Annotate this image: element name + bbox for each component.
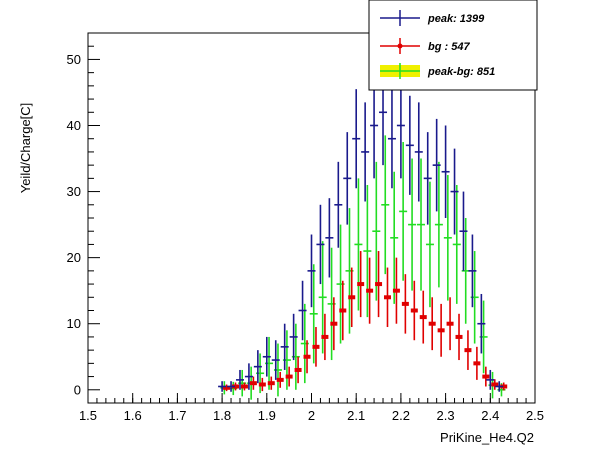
data-point <box>428 321 436 326</box>
legend-label-peak: peak: 1399 <box>427 13 485 25</box>
data-point <box>321 334 329 339</box>
y-tick-label: 30 <box>67 184 81 199</box>
data-point <box>500 384 508 389</box>
data-point <box>375 282 383 287</box>
legend-swatch-bg-dot <box>397 43 403 49</box>
x-tick-label: 2.2 <box>392 408 410 423</box>
series-layer <box>218 59 508 400</box>
data-point <box>366 288 374 293</box>
x-axis-label: PriKine_He4.Q2 <box>440 430 534 445</box>
data-point <box>464 348 472 353</box>
data-point <box>285 374 293 379</box>
data-point <box>232 384 240 389</box>
data-point <box>276 377 284 382</box>
legend-entry-bg: bg : 547 <box>380 38 470 54</box>
data-point <box>303 354 311 359</box>
data-point <box>357 282 365 287</box>
y-tick-label: 0 <box>74 382 81 397</box>
x-tick-label: 1.5 <box>79 408 97 423</box>
data-point <box>410 308 418 313</box>
data-point <box>491 382 499 387</box>
x-tick-label: 2.4 <box>481 408 499 423</box>
data-point <box>294 367 302 372</box>
data-point <box>455 334 463 339</box>
x-tick-label: 1.6 <box>124 408 142 423</box>
data-point <box>419 315 427 320</box>
data-point <box>223 385 231 390</box>
data-point <box>267 381 275 386</box>
x-tick-label: 1.8 <box>213 408 231 423</box>
x-tick-label: 2.3 <box>437 408 455 423</box>
data-point <box>383 295 391 300</box>
data-point <box>312 344 320 349</box>
data-point <box>240 384 248 389</box>
x-tick-label: 2 <box>308 408 315 423</box>
legend-label-bg: bg : 547 <box>428 41 470 53</box>
x-tick-label: 1.9 <box>258 408 276 423</box>
y-tick-label: 50 <box>67 52 81 67</box>
data-point <box>348 295 356 300</box>
x-tick-label: 2.1 <box>347 408 365 423</box>
axis-layer: 1.5 1.6 1.7 1.8 1.9 2 2.1 2.2 2.3 2.4 2.5 0 10 20 30 40… <box>67 32 544 423</box>
x-tick-label: 2.5 <box>526 408 544 423</box>
y-tick-label: 40 <box>67 118 81 133</box>
data-point <box>339 308 347 313</box>
y-tick-label: 20 <box>67 250 81 265</box>
data-point <box>392 288 400 293</box>
y-axis-label: Yeild/Charge[C] <box>18 103 33 194</box>
data-point <box>401 301 409 306</box>
legend-entry-peak: peak: 1399 <box>380 10 485 26</box>
x-tick-label: 1.7 <box>168 408 186 423</box>
data-point <box>330 321 338 326</box>
data-point <box>249 381 257 386</box>
data-point <box>482 374 490 379</box>
legend-label-peak-bg: peak-bg: 851 <box>427 66 495 78</box>
legend: peak: 1399 bg : 547 peak-bg: 851 <box>368 0 538 91</box>
legend-entry-peak-bg: peak-bg: 851 <box>380 63 495 79</box>
data-point <box>437 328 445 333</box>
y-tick-label: 10 <box>67 316 81 331</box>
data-point <box>258 382 266 387</box>
series-0 <box>218 59 504 392</box>
series-1 <box>223 251 508 392</box>
data-point <box>446 321 454 326</box>
data-point <box>473 361 481 366</box>
